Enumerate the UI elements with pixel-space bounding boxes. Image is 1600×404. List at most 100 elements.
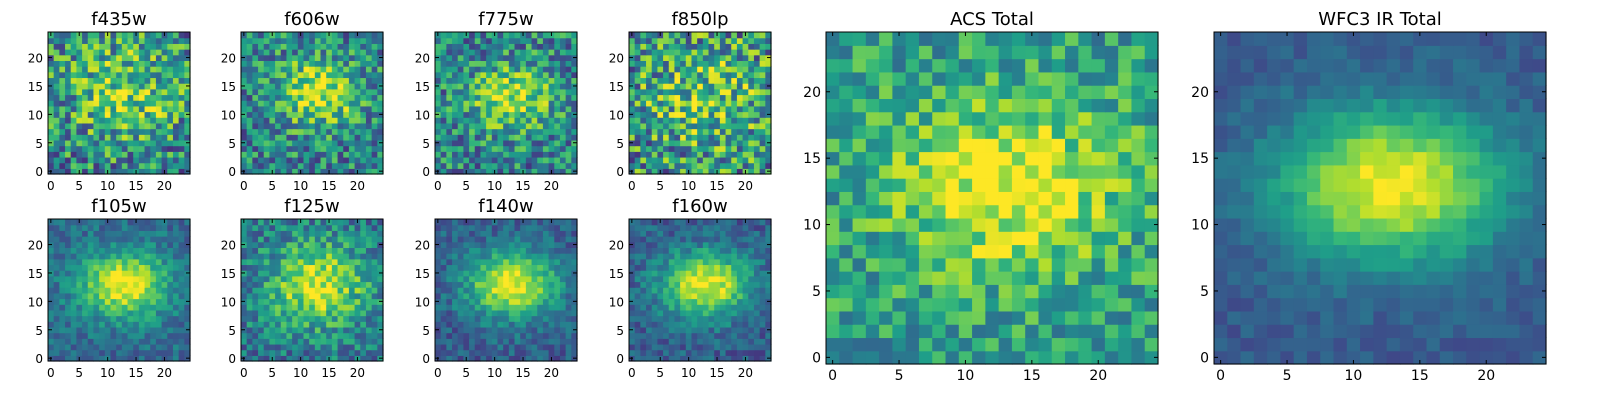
heatmap-cell [321,242,327,248]
heatmap-cell [748,350,754,356]
heatmap-cell [566,247,572,253]
heatmap-cell [520,344,526,350]
heatmap-cell [441,287,447,293]
heatmap-cell [748,151,754,157]
heatmap-cell [760,344,766,350]
heatmap-cell [247,129,253,135]
heatmap-cell [372,350,378,356]
heatmap-cell [258,134,264,140]
heatmap-cell [709,327,715,333]
heatmap-cell [105,293,111,299]
heatmap-cell [59,157,65,163]
heatmap-cell [515,276,521,282]
heatmap-cell [441,333,447,339]
heatmap-cell [321,333,327,339]
heatmap-cell [743,134,749,140]
heatmap-cell [532,43,538,49]
heatmap-cell [743,60,749,66]
heatmap-cell [65,38,71,44]
heatmap-cell [326,134,332,140]
heatmap-cell [441,163,447,169]
heatmap-cell [703,55,709,61]
heatmap-cell [560,72,566,78]
heatmap-cell [241,49,247,55]
heatmap-cell [697,146,703,152]
heatmap-cell [537,43,543,49]
heatmap-cell [366,281,372,287]
heatmap-cell [657,327,663,333]
heatmap-cell [554,259,560,265]
heatmap-cell [635,60,641,66]
x-tick-label: 20 [544,366,559,380]
heatmap-cell [258,151,264,157]
heatmap-cell [145,106,151,112]
heatmap-cell [714,333,720,339]
heatmap-cell [372,60,378,66]
heatmap-cell [360,89,366,95]
heatmap-cell [93,89,99,95]
x-tick-label: 5 [656,179,664,193]
heatmap-cell [326,106,332,112]
heatmap-cell [173,151,179,157]
heatmap-cell [497,259,503,265]
heatmap-cell [71,264,77,270]
heatmap-cell [441,60,447,66]
heatmap-cell [691,38,697,44]
heatmap-cell [635,151,641,157]
heatmap-cell [543,247,549,253]
heatmap-cell [709,83,715,89]
heatmap-cell [674,134,680,140]
heatmap-cell [691,157,697,163]
heatmap-cell [338,106,344,112]
heatmap-cell [537,72,543,78]
y-tick-label: 10 [415,295,430,309]
heatmap-cell [167,72,173,78]
heatmap-cell [156,151,162,157]
heatmap-cell [646,304,652,310]
heatmap-cell [116,134,122,140]
heatmap-cell [714,276,720,282]
heatmap-cell [691,66,697,72]
heatmap-cell [65,281,71,287]
heatmap-cell [99,270,105,276]
heatmap-cell [281,100,287,106]
heatmap-cell [686,151,692,157]
heatmap-cell [486,287,492,293]
heatmap-cell [82,247,88,253]
heatmap-cell [435,310,441,316]
heatmap-cell [173,230,179,236]
heatmap-cell [497,140,503,146]
heatmap-cell [526,299,532,305]
heatmap-cell [133,281,139,287]
heatmap-cell [652,146,658,152]
heatmap-cell [697,77,703,83]
heatmap-cell [549,281,555,287]
heatmap-cell [475,338,481,344]
heatmap-cell [122,146,128,152]
heatmap-cell [162,94,168,100]
heatmap-cell [497,236,503,242]
heatmap-cell [179,38,185,44]
heatmap-cell [326,77,332,83]
heatmap-cell [515,55,521,61]
heatmap-cell [537,321,543,327]
heatmap-cell [88,89,94,95]
heatmap-cell [76,134,82,140]
heatmap-cell [720,157,726,163]
heatmap-cell [366,77,372,83]
heatmap-cell [355,310,361,316]
heatmap-cell [709,32,715,38]
heatmap-cell [116,146,122,152]
heatmap-cell [657,43,663,49]
heatmap-cell [264,49,270,55]
heatmap-cell [714,38,720,44]
heatmap-cell [252,89,258,95]
heatmap-cell [492,310,498,316]
heatmap-cell [452,299,458,305]
heatmap-cell [515,89,521,95]
heatmap-cell [59,32,65,38]
heatmap-cell [133,225,139,231]
heatmap-cell [116,299,122,305]
heatmap-cell [680,94,686,100]
heatmap-cell [179,66,185,72]
